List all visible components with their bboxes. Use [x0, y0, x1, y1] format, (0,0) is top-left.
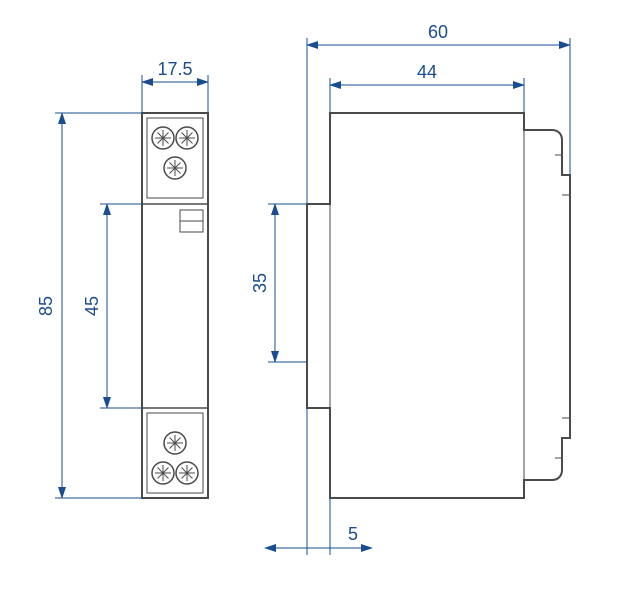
side-view — [307, 113, 570, 498]
screw-icon — [176, 462, 198, 484]
dimensions: 17.5 85 45 60 44 — [36, 22, 570, 555]
front-view — [142, 113, 208, 498]
dim-height-clip: 35 — [250, 204, 307, 362]
svg-text:35: 35 — [250, 273, 270, 293]
svg-text:60: 60 — [428, 22, 448, 42]
technical-drawing: 17.5 85 45 60 44 — [0, 0, 628, 600]
screw-icon — [152, 462, 174, 484]
screw-icon — [152, 127, 174, 149]
dim-depth-front: 44 — [330, 62, 524, 113]
svg-text:85: 85 — [36, 296, 56, 316]
svg-text:17.5: 17.5 — [157, 59, 192, 79]
dim-offset-bottom: 5 — [275, 408, 362, 555]
svg-text:5: 5 — [348, 524, 358, 544]
top-terminal-block — [147, 118, 203, 198]
screw-icon — [164, 432, 186, 454]
bottom-terminal-block — [147, 413, 203, 493]
screw-icon — [176, 127, 198, 149]
svg-text:44: 44 — [417, 62, 437, 82]
svg-text:45: 45 — [82, 296, 102, 316]
dim-height-inner: 45 — [82, 204, 142, 408]
dim-width-front: 17.5 — [142, 59, 208, 113]
screw-icon — [164, 157, 186, 179]
